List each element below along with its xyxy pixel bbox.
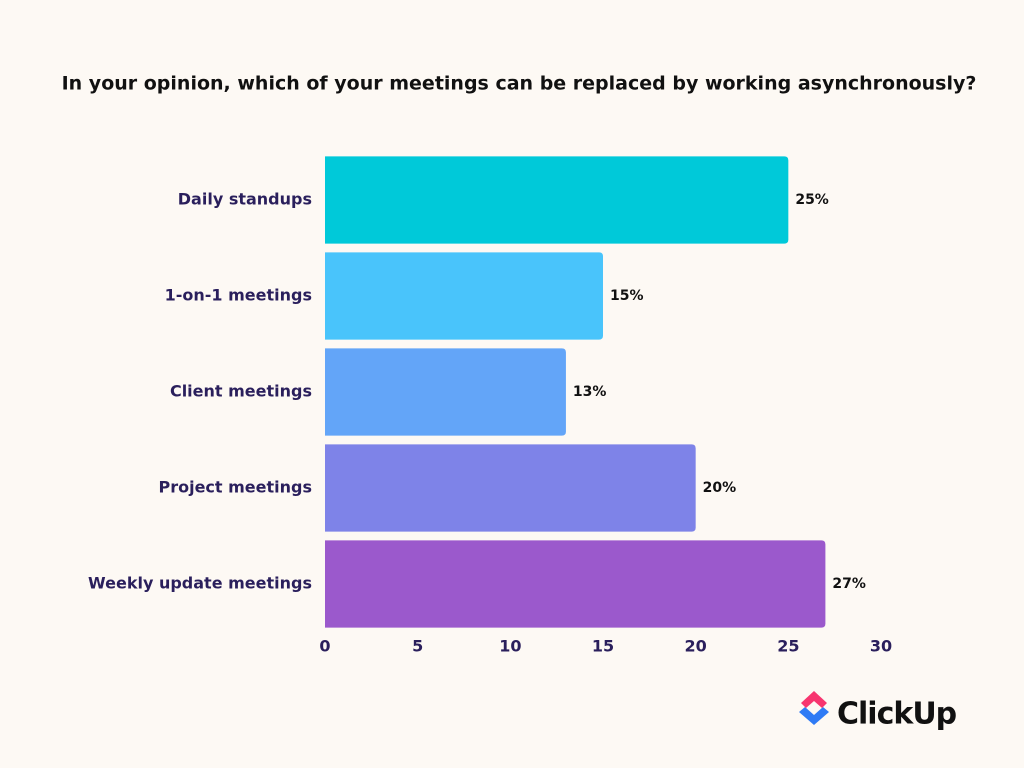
bar <box>325 444 696 532</box>
value-label: 27% <box>832 576 866 592</box>
logo: ClickUp <box>799 691 958 732</box>
logo-text: ClickUp <box>837 697 957 732</box>
chart-title: In your opinion, which of your meetings … <box>62 73 977 95</box>
bar <box>325 348 566 436</box>
category-label: 1-on-1 meetings <box>165 286 312 305</box>
value-label: 13% <box>573 384 607 400</box>
category-label: Daily standups <box>178 190 312 209</box>
x-tick-label: 10 <box>499 637 521 656</box>
category-label: Client meetings <box>170 382 312 401</box>
logo-icon-top <box>801 691 827 708</box>
x-tick-label: 0 <box>319 637 330 656</box>
x-tick-label: 5 <box>412 637 423 656</box>
value-label: 25% <box>795 192 829 208</box>
value-label: 20% <box>703 480 737 496</box>
bar <box>325 540 826 628</box>
category-label: Weekly update meetings <box>88 574 312 593</box>
x-tick-label: 15 <box>592 637 614 656</box>
x-tick-label: 25 <box>777 637 799 656</box>
category-label: Project meetings <box>158 478 312 497</box>
x-tick-label: 30 <box>870 637 892 656</box>
bar <box>325 156 789 244</box>
x-tick-label: 20 <box>685 637 707 656</box>
bar <box>325 252 603 340</box>
logo-icon-bottom <box>799 707 829 725</box>
value-label: 15% <box>610 288 644 304</box>
